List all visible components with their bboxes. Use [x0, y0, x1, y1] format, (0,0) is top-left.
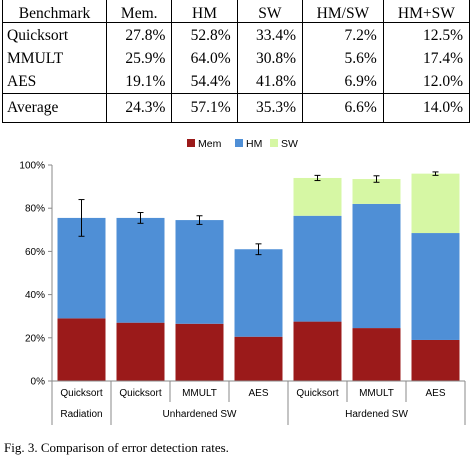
- x-group-label: Unhardened SW: [163, 409, 237, 420]
- header-hm-plus-sw: HM+SW: [382, 0, 471, 23]
- cell: 7.2%: [302, 22, 384, 48]
- y-tick-label: 100%: [19, 161, 45, 172]
- header-hm: HM: [171, 0, 238, 23]
- bar-hm: [234, 249, 283, 337]
- x-group-label: Radiation: [60, 409, 102, 420]
- bar-hm: [116, 217, 165, 323]
- bar-mem: [57, 318, 106, 381]
- bar-sw: [352, 179, 401, 204]
- bar-mem: [293, 321, 342, 381]
- x-tick-label: Quicksort: [296, 388, 338, 399]
- cell: 35.3%: [236, 93, 304, 123]
- cell: 5.6%: [302, 47, 384, 71]
- cell: 25.9%: [106, 47, 173, 71]
- error-bars: [78, 171, 439, 256]
- header-sw: SW: [236, 0, 304, 23]
- y-tick-label: 60%: [25, 247, 45, 258]
- legend-swatch-sw: [270, 139, 278, 147]
- cell: 14.0%: [382, 93, 471, 123]
- header-mem: Mem.: [106, 0, 173, 23]
- bar-hm: [411, 233, 460, 340]
- table-header-row: Benchmark Mem. HM SW HM/SW HM+SW: [1, 0, 471, 23]
- header-benchmark: Benchmark: [1, 0, 108, 23]
- y-tick-label: 0%: [31, 377, 46, 388]
- legend-label-sw: SW: [281, 138, 298, 150]
- bar-sw: [293, 177, 342, 216]
- legend-swatch-mem: [187, 139, 195, 147]
- y-tick-label: 40%: [25, 290, 45, 301]
- cell: 57.1%: [171, 93, 238, 123]
- legend-label-mem: Mem: [198, 138, 222, 150]
- table-row: Quicksort 27.8% 52.8% 33.4% 7.2% 12.5%: [1, 22, 471, 48]
- x-tick-label: AES: [425, 388, 445, 399]
- cell: 19.1%: [106, 70, 173, 94]
- cell: 33.4%: [236, 22, 304, 48]
- bar-hm: [293, 215, 342, 322]
- bar-hm: [352, 203, 401, 329]
- cell: 12.0%: [382, 70, 471, 94]
- bar-mem: [116, 322, 165, 381]
- cell: 41.8%: [236, 70, 304, 94]
- table-row: AES 19.1% 54.4% 41.8% 6.9% 12.0%: [1, 70, 471, 94]
- cell: 6.9%: [302, 70, 384, 94]
- table-row-average: Average 24.3% 57.1% 35.3% 6.6% 14.0%: [1, 93, 471, 123]
- bar-mem: [411, 339, 460, 381]
- y-axis: 0% 20% 40% 60% 80% 100%: [19, 161, 53, 388]
- cell: 64.0%: [171, 47, 238, 71]
- y-tick-label: 20%: [25, 333, 45, 344]
- row-name: MMULT: [1, 47, 108, 71]
- cell: 54.4%: [171, 70, 238, 94]
- legend-label-hm: HM: [246, 138, 262, 150]
- cell: 17.4%: [382, 47, 471, 71]
- row-name: Average: [1, 93, 108, 123]
- row-name: Quicksort: [1, 22, 108, 48]
- x-axis: Quicksort Quicksort MMULT AES Quicksort MMULT…: [51, 380, 466, 425]
- table-row: MMULT 25.9% 64.0% 30.8% 5.6% 17.4%: [1, 47, 471, 71]
- x-tick-label: Quicksort: [60, 388, 102, 399]
- bar-sw: [411, 173, 460, 234]
- x-tick-label: Quicksort: [119, 388, 161, 399]
- x-tick-label: MMULT: [182, 388, 217, 399]
- cell: 24.3%: [106, 93, 173, 123]
- x-tick-label: AES: [248, 388, 268, 399]
- chart-legend: Mem HM SW: [187, 138, 298, 150]
- cell: 27.8%: [106, 22, 173, 48]
- x-group-label: Hardened SW: [345, 409, 408, 420]
- results-table: Benchmark Mem. HM SW HM/SW HM+SW Quickso…: [1, 0, 471, 123]
- cell: 6.6%: [302, 93, 384, 123]
- row-name: AES: [1, 70, 108, 94]
- legend-swatch-hm: [235, 139, 243, 147]
- header-hm-sw: HM/SW: [302, 0, 384, 23]
- x-tick-label: MMULT: [359, 388, 394, 399]
- cell: 12.5%: [382, 22, 471, 48]
- y-tick-label: 80%: [25, 204, 45, 215]
- bars: [57, 173, 460, 381]
- stacked-bar-chart: Mem HM SW 0%20%40%60%80%100% Quicksort Quic…: [19, 138, 466, 425]
- bar-mem: [352, 328, 401, 381]
- bar-hm: [175, 220, 224, 324]
- cell: 30.8%: [236, 47, 304, 71]
- bar-mem: [234, 336, 283, 381]
- figure-caption: Fig. 3. Comparison of error detection ra…: [4, 440, 229, 455]
- cell: 52.8%: [171, 22, 238, 48]
- bar-mem: [175, 323, 224, 381]
